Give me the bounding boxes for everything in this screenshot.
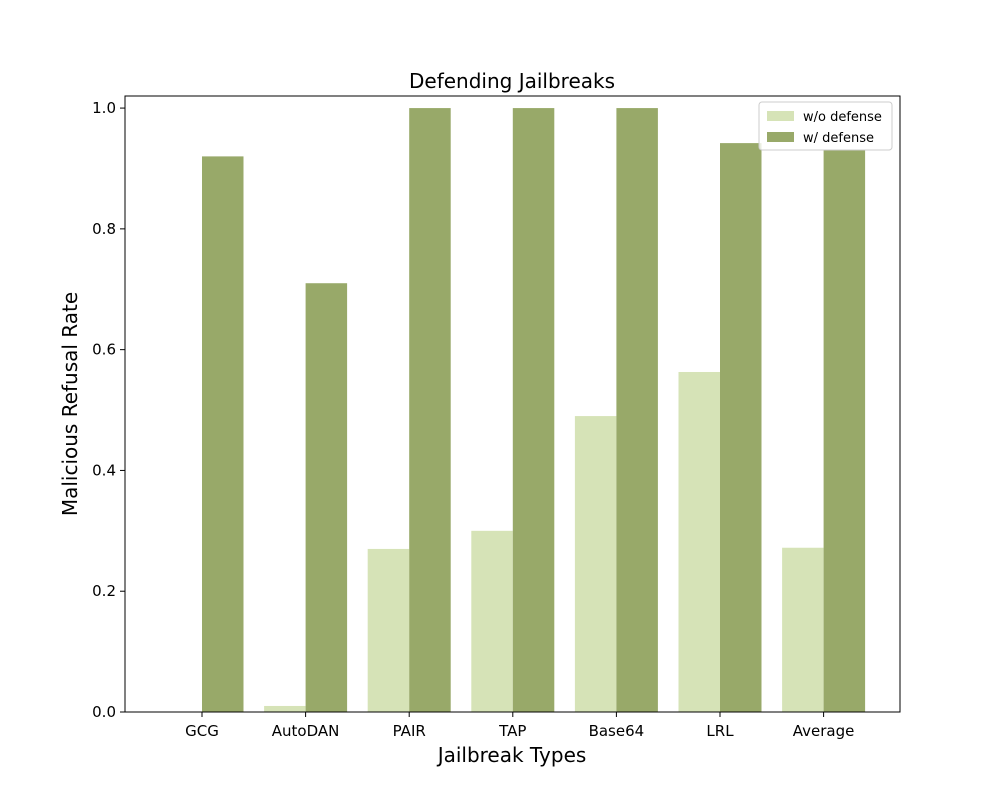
- y-axis-title: Malicious Refusal Rate: [58, 292, 82, 516]
- x-tick-label: Average: [793, 722, 855, 740]
- bar-gcg-series-1: [202, 156, 244, 712]
- x-tick-label: PAIR: [393, 722, 426, 740]
- x-axis-title: Jailbreak Types: [436, 743, 587, 767]
- bar-base64-series-0: [574, 416, 617, 712]
- bar-tap-series-1: [512, 108, 555, 712]
- bar-lrl-series-0: [678, 371, 720, 712]
- legend-label-0: w/o defense: [803, 110, 882, 125]
- y-tick-label: 0.2: [92, 582, 116, 600]
- chart-title: Defending Jailbreaks: [409, 69, 615, 93]
- y-tick-label: 0.6: [92, 341, 116, 359]
- y-tick-label: 0.0: [92, 703, 116, 721]
- bar-pair-series-1: [409, 108, 451, 712]
- legend-swatch-1: [767, 132, 794, 142]
- x-tick-label: LRL: [706, 722, 734, 740]
- bar-pair-series-0: [367, 548, 410, 712]
- legend-swatch-0: [767, 111, 794, 121]
- y-tick-label: 1.0: [92, 99, 116, 117]
- bar-average-series-0: [782, 547, 824, 712]
- axes-layer: 0.0 0.2 0.4 0.6 0.8 1.0 GCG AutoDAN PAIR TAP Base6…: [92, 99, 854, 740]
- legend-label-1: w/ defense: [803, 131, 874, 146]
- bar-autodan-series-0: [264, 705, 306, 712]
- y-tick-label: 0.8: [92, 220, 116, 238]
- bar-lrl-series-1: [720, 143, 762, 713]
- bar-autodan-series-1: [305, 283, 348, 712]
- bars-layer: [202, 108, 866, 713]
- x-tick-label: TAP: [498, 722, 526, 740]
- x-tick-label: AutoDAN: [272, 722, 340, 740]
- bar-base64-series-1: [616, 108, 658, 712]
- x-tick-label: GCG: [185, 722, 219, 740]
- x-tick-label: Base64: [589, 722, 645, 740]
- legend: w/o defense w/ defense: [758, 101, 893, 151]
- y-tick-label: 0.4: [92, 461, 116, 479]
- bar-average-series-1: [823, 150, 866, 713]
- bar-tap-series-0: [471, 530, 513, 712]
